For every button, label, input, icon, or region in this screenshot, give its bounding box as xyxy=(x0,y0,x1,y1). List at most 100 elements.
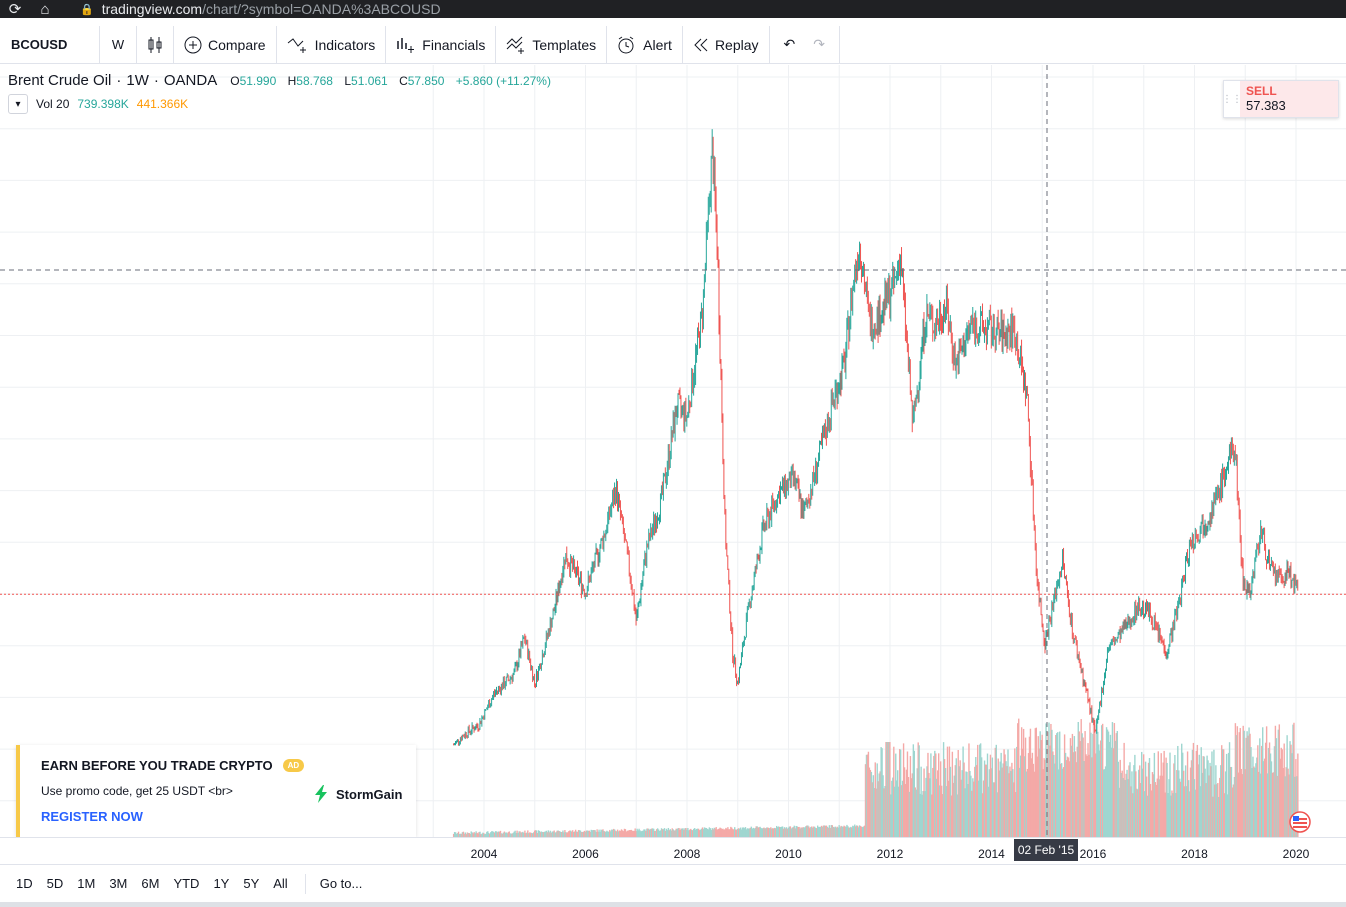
sell-button[interactable]: ⋮⋮ SELL 57.383 xyxy=(1222,80,1339,118)
volume-bar xyxy=(1171,790,1173,837)
volume-bar xyxy=(664,830,667,837)
volume-bar xyxy=(779,827,782,837)
volume-bar xyxy=(486,831,488,837)
drag-handle-icon[interactable]: ⋮⋮ xyxy=(1222,93,1242,105)
volume-bar xyxy=(1015,792,1017,837)
volume-bar xyxy=(1247,735,1249,837)
range-button-all[interactable]: All xyxy=(273,876,288,891)
volume-bar xyxy=(1030,758,1033,837)
volume-bar xyxy=(474,833,476,837)
volume-bar xyxy=(1284,776,1286,837)
volume-bar xyxy=(1081,733,1083,837)
page-bottom-strip xyxy=(0,902,1346,907)
time-axis[interactable]: 2020 2018 2016 2014 2012 2010 2008 2006 2004 02 … xyxy=(0,837,1346,864)
volume-bar xyxy=(750,826,753,837)
symbol-search-button[interactable]: BCOUSD xyxy=(0,26,100,63)
go-to-date-button[interactable]: Go to... xyxy=(319,876,363,891)
volume-bar xyxy=(578,830,581,837)
volume-bar xyxy=(1160,753,1162,837)
volume-bar xyxy=(1067,757,1070,837)
volume-bar xyxy=(939,761,942,837)
volume-bar xyxy=(503,831,506,837)
high-value: 58.768 xyxy=(296,74,333,88)
volume-bar xyxy=(818,826,821,837)
range-button-ytd[interactable]: YTD xyxy=(173,876,200,891)
range-button-1y[interactable]: 1Y xyxy=(213,876,230,891)
browser-address-bar: ⟳ ⌂ 🔒 tradingview.com /chart/?symbol=OAN… xyxy=(0,0,1346,18)
volume-bar xyxy=(933,755,935,837)
instrument-title[interactable]: Brent Crude Oil xyxy=(8,72,112,89)
volume-bar xyxy=(1005,761,1007,837)
volume-bar xyxy=(845,826,847,837)
range-button-1m[interactable]: 1M xyxy=(77,876,96,891)
volume-bar xyxy=(657,829,660,837)
financials-button[interactable]: Financials xyxy=(386,26,497,63)
volume-bar xyxy=(1220,765,1222,837)
volume-bar xyxy=(734,827,736,837)
volume-bar xyxy=(922,790,924,837)
range-button-5y[interactable]: 5Y xyxy=(243,876,260,891)
reload-icon[interactable]: ⟳ xyxy=(8,1,22,18)
range-button-3m[interactable]: 3M xyxy=(109,876,128,891)
range-button-6m[interactable]: 6M xyxy=(141,876,160,891)
volume-bar xyxy=(822,825,825,837)
redo-icon[interactable]: ↷ xyxy=(813,36,825,52)
home-icon[interactable]: ⌂ xyxy=(40,0,50,18)
volume-bar xyxy=(1102,769,1105,837)
chevron-down-icon[interactable]: ▾ xyxy=(8,94,28,114)
volume-bar xyxy=(747,828,750,837)
volume-bar xyxy=(1003,749,1005,837)
volume-bar xyxy=(1026,768,1029,837)
crosshair-date-label: 02 Feb '15 xyxy=(1014,839,1078,861)
volume-bar xyxy=(496,832,499,837)
compare-button[interactable]: Compare xyxy=(174,26,277,63)
volume-bar xyxy=(878,773,880,837)
volume-bar xyxy=(978,780,980,837)
alert-label: Alert xyxy=(643,36,672,53)
volume-bar xyxy=(1076,746,1078,837)
volume-bar xyxy=(465,834,468,837)
volume-bar xyxy=(1028,736,1031,837)
volume-label[interactable]: Vol 20 xyxy=(36,97,70,111)
volume-bar xyxy=(626,830,629,837)
volume-bar xyxy=(785,827,788,837)
volume-bar xyxy=(962,746,964,837)
volume-bar xyxy=(637,830,639,837)
volume-bar xyxy=(1279,758,1281,837)
price-chart[interactable] xyxy=(0,65,1346,837)
volume-bar xyxy=(739,827,742,837)
volume-bar xyxy=(1207,760,1209,837)
volume-bar xyxy=(1082,737,1084,837)
range-button-1d[interactable]: 1D xyxy=(16,876,33,891)
volume-bar xyxy=(1283,743,1285,837)
volume-bar xyxy=(980,757,983,837)
url-field[interactable]: 🔒 tradingview.com /chart/?symbol=OANDA%3… xyxy=(80,1,441,17)
volume-bar xyxy=(1131,771,1133,837)
ad-brand[interactable]: StormGain xyxy=(312,785,402,803)
plus-circle-icon xyxy=(184,36,202,53)
volume-bar xyxy=(752,827,754,837)
low-label: L xyxy=(344,74,352,88)
volume-bar xyxy=(580,832,583,837)
replay-button[interactable]: Replay xyxy=(683,26,770,63)
volume-bar xyxy=(881,748,883,837)
volume-bar xyxy=(903,767,906,837)
ad-banner[interactable]: EARN BEFORE YOU TRADE CRYPTO AD Use prom… xyxy=(16,745,416,837)
volume-bar xyxy=(1242,725,1244,837)
volume-bar xyxy=(825,825,828,837)
interval-button[interactable]: W xyxy=(100,26,137,63)
indicators-button[interactable]: Indicators xyxy=(277,26,387,63)
undo-icon[interactable]: ↶ xyxy=(783,36,796,52)
volume-bar xyxy=(1059,731,1061,837)
register-now-link[interactable]: REGISTER NOW xyxy=(41,809,143,824)
volume-bar xyxy=(927,752,929,837)
chart-type-button[interactable] xyxy=(137,26,174,63)
templates-button[interactable]: Templates xyxy=(496,26,608,63)
volume-bar xyxy=(1049,745,1051,837)
volume-bar xyxy=(896,780,898,837)
volume-bar xyxy=(1112,748,1115,837)
volume-bar xyxy=(870,771,873,837)
volume-bar xyxy=(1177,745,1179,837)
range-button-5d[interactable]: 5D xyxy=(46,876,64,891)
alert-button[interactable]: Alert xyxy=(607,26,683,63)
